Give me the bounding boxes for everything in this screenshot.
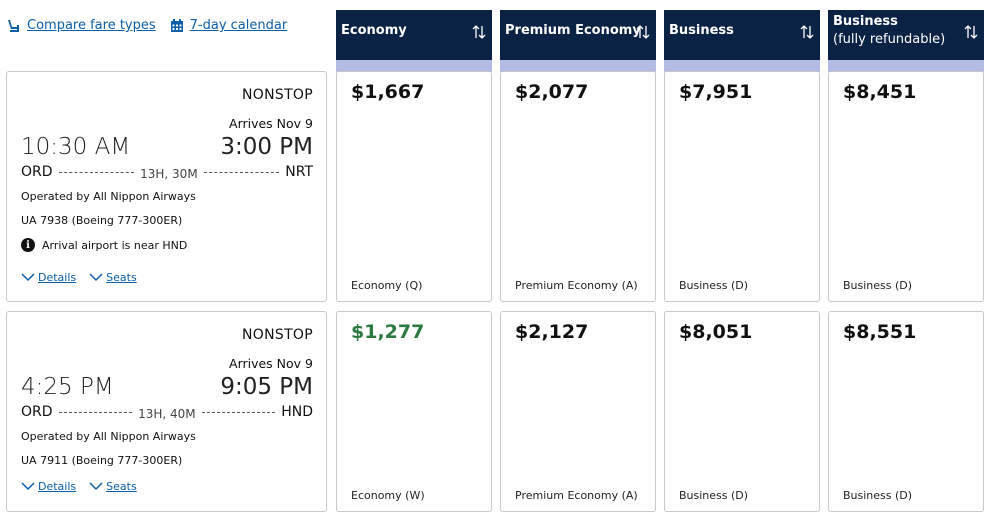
seats-toggle[interactable]: Seats (89, 271, 137, 284)
stops-label: NONSTOP (242, 327, 313, 343)
destination-airport: NRT (285, 164, 313, 180)
flight-equipment: UA 7938 (Boeing 777-300ER) (21, 214, 183, 227)
card-links: Details Seats (21, 271, 137, 284)
compare-fare-types-link[interactable]: Compare fare types (6, 18, 156, 33)
arrival-date: Arrives Nov 9 (229, 116, 313, 131)
column-header-band (664, 60, 820, 72)
chevron-down-icon (89, 482, 103, 491)
column-header-business-refundable[interactable]: Business (fully refundable) (828, 10, 984, 72)
fare-class: Business (D) (843, 279, 913, 292)
origin-airport: ORD (21, 164, 53, 180)
fare-cell-economy[interactable]: $1,667 Economy (Q) (336, 71, 492, 302)
details-label: Details (38, 480, 77, 493)
fare-price: $2,077 (515, 81, 589, 103)
arrival-date: Arrives Nov 9 (229, 356, 313, 371)
fare-price: $8,451 (843, 81, 917, 103)
fare-class: Business (D) (679, 279, 749, 292)
column-header-label: Premium Economy (505, 23, 641, 38)
column-header-business[interactable]: Business (664, 10, 820, 72)
flight-equipment: UA 7911 (Boeing 777-300ER) (21, 454, 183, 467)
seats-label: Seats (106, 480, 137, 493)
departure-time: 10:30 AM (21, 134, 131, 160)
column-header-label: Economy (341, 23, 407, 38)
chevron-down-icon (21, 273, 35, 282)
fare-cell-business-refundable[interactable]: $8,551 Business (D) (828, 311, 984, 512)
origin-airport: ORD (21, 404, 53, 420)
fare-cell-business-refundable[interactable]: $8,451 Business (D) (828, 71, 984, 302)
column-header-band (828, 60, 984, 72)
route: ORD 13H, 30M NRT (21, 163, 313, 181)
fare-price: $2,127 (515, 321, 589, 343)
route-line (203, 171, 280, 173)
sort-icon (636, 25, 650, 39)
operated-by: Operated by All Nippon Airways (21, 430, 196, 443)
fare-price: $1,667 (351, 81, 425, 103)
column-header-premium-economy[interactable]: Premium Economy (500, 10, 656, 72)
route: ORD 13H, 40M HND (21, 403, 313, 421)
fare-price-lowest: $1,277 (351, 321, 425, 343)
route-line (58, 171, 135, 173)
sort-icon (800, 25, 814, 39)
fare-class: Business (D) (843, 489, 913, 502)
fare-cell-business[interactable]: $7,951 Business (D) (664, 71, 820, 302)
fare-class: Economy (W) (351, 489, 425, 502)
details-label: Details (38, 271, 77, 284)
seven-day-calendar-label: 7-day calendar (189, 18, 288, 33)
fare-price: $7,951 (679, 81, 753, 103)
seat-icon (8, 19, 19, 32)
route-line (201, 411, 276, 413)
destination-airport: HND (281, 404, 314, 420)
departure-time: 4:25 PM (21, 374, 114, 400)
route-line (58, 411, 133, 413)
flight-card: NONSTOP Arrives Nov 9 10:30 AM 3:00 PM O… (6, 71, 327, 302)
fare-price: $8,051 (679, 321, 753, 343)
column-header-label: Business (fully refundable) (833, 14, 946, 47)
column-header-band (336, 60, 492, 72)
sort-icon (964, 25, 978, 39)
stops-label: NONSTOP (242, 87, 313, 103)
flight-duration: 13H, 40M (138, 407, 196, 421)
seats-toggle[interactable]: Seats (89, 480, 137, 493)
column-header-label: Business (669, 23, 734, 38)
fare-cell-premium-economy[interactable]: $2,127 Premium Economy (A) (500, 311, 656, 512)
info-icon: i (21, 238, 35, 252)
top-links: Compare fare types 7-day calendar (6, 18, 287, 33)
chevron-down-icon (21, 482, 35, 491)
fare-price: $8,551 (843, 321, 917, 343)
arrival-time: 9:05 PM (220, 374, 313, 400)
flight-card: NONSTOP Arrives Nov 9 4:25 PM 9:05 PM OR… (6, 311, 327, 512)
fare-class: Economy (Q) (351, 279, 423, 292)
column-header-sublabel: (fully refundable) (833, 32, 946, 47)
fare-class: Business (D) (679, 489, 749, 502)
chevron-down-icon (89, 273, 103, 282)
fare-class: Premium Economy (A) (515, 489, 638, 502)
airport-notice-text: Arrival airport is near HND (42, 238, 188, 252)
fare-cell-economy[interactable]: $1,277 Economy (W) (336, 311, 492, 512)
calendar-icon (170, 18, 183, 32)
sort-icon (472, 25, 486, 39)
column-header-economy[interactable]: Economy (336, 10, 492, 72)
compare-fare-types-label: Compare fare types (27, 18, 156, 33)
details-toggle[interactable]: Details (21, 480, 76, 493)
operated-by: Operated by All Nippon Airways (21, 190, 196, 203)
seven-day-calendar-link[interactable]: 7-day calendar (170, 18, 288, 33)
details-toggle[interactable]: Details (21, 271, 76, 284)
flight-duration: 13H, 30M (140, 167, 198, 181)
seats-label: Seats (106, 271, 137, 284)
column-header-band (500, 60, 656, 72)
fare-cell-business[interactable]: $8,051 Business (D) (664, 311, 820, 512)
fare-cell-premium-economy[interactable]: $2,077 Premium Economy (A) (500, 71, 656, 302)
card-links: Details Seats (21, 480, 137, 493)
airport-notice: i Arrival airport is near HND (21, 238, 187, 252)
fare-class: Premium Economy (A) (515, 279, 638, 292)
arrival-time: 3:00 PM (220, 134, 313, 160)
